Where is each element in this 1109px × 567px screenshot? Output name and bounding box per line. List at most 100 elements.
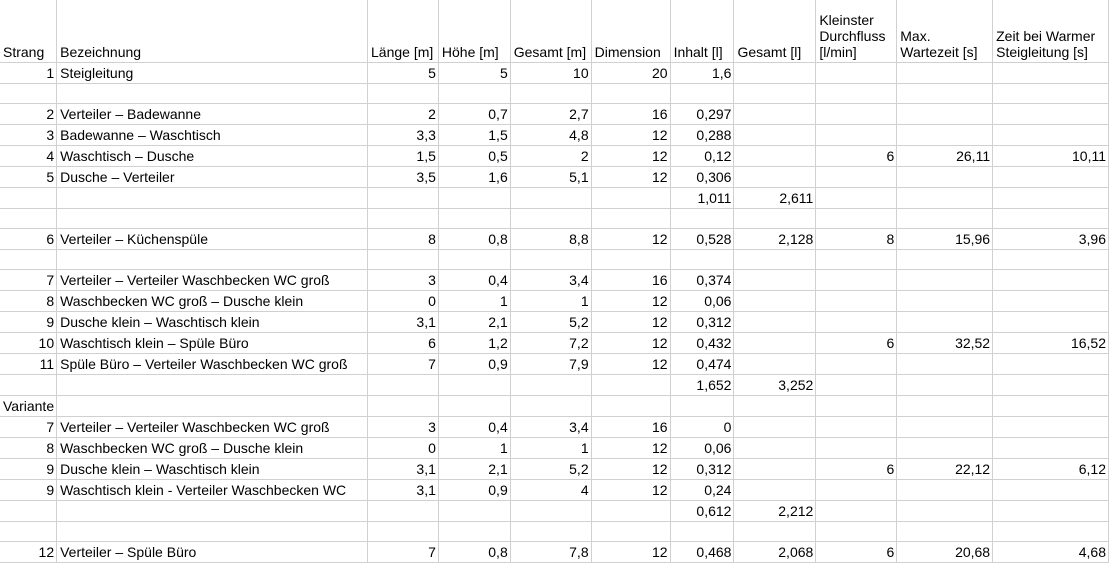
cell[interactable]: 6 [815, 458, 898, 480]
cell[interactable] [591, 249, 671, 270]
cell[interactable] [896, 187, 994, 209]
cell[interactable] [992, 208, 1109, 229]
cell[interactable] [510, 374, 592, 396]
cell[interactable] [896, 311, 994, 333]
cell[interactable]: 8 [0, 290, 58, 312]
cell[interactable] [510, 187, 592, 209]
cell[interactable]: 1,6 [670, 62, 735, 84]
cell[interactable] [815, 374, 898, 396]
cell[interactable] [591, 83, 671, 104]
cell[interactable]: 5 [438, 62, 511, 84]
cell[interactable] [992, 311, 1109, 333]
cell[interactable]: Waschtisch klein – Spüle Büro [56, 332, 369, 354]
cell[interactable]: 0,312 [670, 311, 735, 333]
cell[interactable]: Waschbecken WC groß – Dusche klein [56, 290, 369, 312]
cell[interactable] [438, 374, 511, 396]
cell[interactable]: 22,12 [896, 458, 994, 480]
cell[interactable] [56, 395, 369, 417]
cell[interactable]: 15,96 [896, 228, 994, 250]
cell[interactable] [815, 103, 898, 125]
cell[interactable] [56, 521, 369, 542]
cell[interactable]: 0,8 [438, 541, 511, 563]
cell[interactable]: 3,4 [510, 416, 592, 438]
column-header[interactable]: Länge [m] [367, 0, 439, 63]
cell[interactable] [992, 395, 1109, 417]
cell[interactable] [591, 500, 671, 522]
cell[interactable]: 3,1 [367, 311, 439, 333]
cell[interactable]: 0 [367, 437, 439, 459]
cell[interactable] [815, 83, 898, 104]
cell[interactable] [896, 83, 994, 104]
cell[interactable]: 0,474 [670, 353, 735, 375]
cell[interactable] [733, 332, 817, 354]
cell[interactable]: Badewanne – Waschtisch [56, 124, 369, 146]
cell[interactable]: 2,128 [733, 228, 817, 250]
cell[interactable] [815, 187, 898, 209]
cell[interactable] [0, 83, 58, 104]
cell[interactable] [56, 83, 369, 104]
cell[interactable] [815, 208, 898, 229]
cell[interactable] [367, 208, 439, 229]
cell[interactable]: 7 [367, 541, 439, 563]
cell[interactable]: 0,4 [438, 269, 511, 291]
cell[interactable] [992, 62, 1109, 84]
cell[interactable]: 12 [591, 228, 671, 250]
cell[interactable]: 16,52 [992, 332, 1109, 354]
cell[interactable]: 8,8 [510, 228, 592, 250]
cell[interactable]: 1 [0, 62, 58, 84]
cell[interactable]: 12 [591, 437, 671, 459]
cell[interactable] [510, 249, 592, 270]
cell[interactable]: 12 [591, 332, 671, 354]
cell[interactable] [815, 290, 898, 312]
cell[interactable]: Verteiler – Verteiler Waschbecken WC gro… [56, 269, 369, 291]
cell[interactable] [438, 500, 511, 522]
cell[interactable]: 10 [510, 62, 592, 84]
cell[interactable]: 0,306 [670, 166, 735, 188]
cell[interactable]: Steigleitung [56, 62, 369, 84]
cell[interactable]: 20,68 [896, 541, 994, 563]
cell[interactable] [815, 395, 898, 417]
cell[interactable]: 0,7 [438, 103, 511, 125]
cell[interactable] [0, 374, 58, 396]
cell[interactable] [896, 269, 994, 291]
cell[interactable]: 2,068 [733, 541, 817, 563]
cell[interactable]: 5,1 [510, 166, 592, 188]
cell[interactable] [815, 166, 898, 188]
cell[interactable] [733, 290, 817, 312]
cell[interactable]: 2,7 [510, 103, 592, 125]
cell[interactable] [815, 353, 898, 375]
cell[interactable] [815, 416, 898, 438]
cell[interactable] [510, 83, 592, 104]
cell[interactable]: 2 [367, 103, 439, 125]
cell[interactable] [896, 395, 994, 417]
cell[interactable]: 4 [510, 479, 592, 501]
cell[interactable] [591, 187, 671, 209]
cell[interactable]: 20 [591, 62, 671, 84]
cell[interactable]: 2,611 [733, 187, 817, 209]
cell[interactable]: 12 [591, 479, 671, 501]
cell[interactable]: 16 [591, 269, 671, 291]
cell[interactable]: 7,9 [510, 353, 592, 375]
cell[interactable] [591, 521, 671, 542]
cell[interactable] [591, 208, 671, 229]
cell[interactable]: Spüle Büro – Verteiler Waschbecken WC gr… [56, 353, 369, 375]
cell[interactable]: Verteiler – Küchenspüle [56, 228, 369, 250]
cell[interactable]: 6 [815, 145, 898, 167]
cell[interactable] [815, 311, 898, 333]
cell[interactable] [992, 290, 1109, 312]
cell[interactable]: 12 [0, 541, 58, 563]
cell[interactable]: 3,96 [992, 228, 1109, 250]
cell[interactable]: 1 [510, 437, 592, 459]
cell[interactable]: 7 [367, 353, 439, 375]
cell[interactable] [367, 249, 439, 270]
cell[interactable]: 0,4 [438, 416, 511, 438]
cell[interactable] [0, 521, 58, 542]
cell[interactable] [896, 62, 994, 84]
cell[interactable] [815, 437, 898, 459]
cell[interactable] [815, 500, 898, 522]
cell[interactable]: 3,3 [367, 124, 439, 146]
column-header[interactable]: Bezeichnung [56, 0, 369, 63]
cell[interactable] [438, 208, 511, 229]
cell[interactable] [438, 395, 511, 417]
cell[interactable]: Waschtisch – Dusche [56, 145, 369, 167]
